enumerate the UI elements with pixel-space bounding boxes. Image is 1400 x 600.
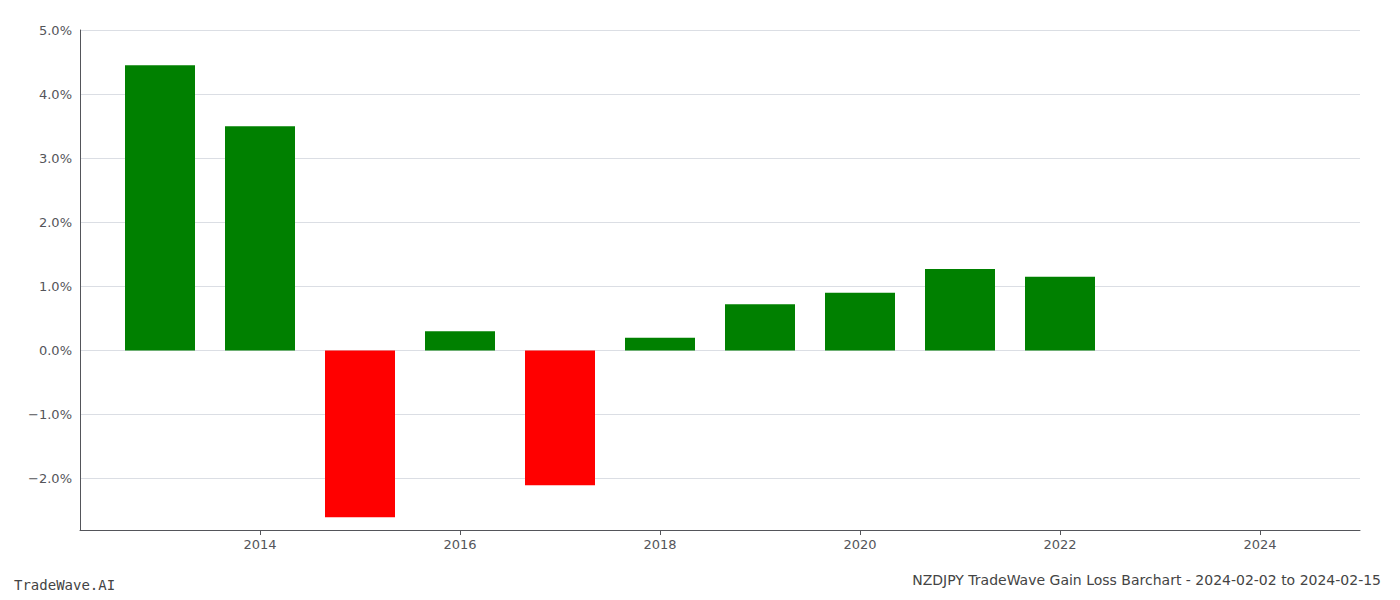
svg-text:5.0%: 5.0% [39, 23, 72, 38]
svg-text:1.0%: 1.0% [39, 279, 72, 294]
svg-text:2016: 2016 [443, 537, 476, 552]
svg-text:TradeWave.AI: TradeWave.AI [14, 577, 115, 593]
svg-text:0.0%: 0.0% [39, 343, 72, 358]
svg-text:2024: 2024 [1243, 537, 1276, 552]
svg-text:NZDJPY TradeWave Gain Loss Bar: NZDJPY TradeWave Gain Loss Barchart - 20… [912, 572, 1381, 588]
svg-text:2.0%: 2.0% [39, 215, 72, 230]
svg-text:2018: 2018 [643, 537, 676, 552]
svg-text:−2.0%: −2.0% [28, 471, 72, 486]
svg-text:4.0%: 4.0% [39, 87, 72, 102]
svg-text:2020: 2020 [843, 537, 876, 552]
svg-text:2022: 2022 [1043, 537, 1076, 552]
svg-text:−1.0%: −1.0% [28, 407, 72, 422]
svg-text:2014: 2014 [243, 537, 276, 552]
svg-text:3.0%: 3.0% [39, 151, 72, 166]
